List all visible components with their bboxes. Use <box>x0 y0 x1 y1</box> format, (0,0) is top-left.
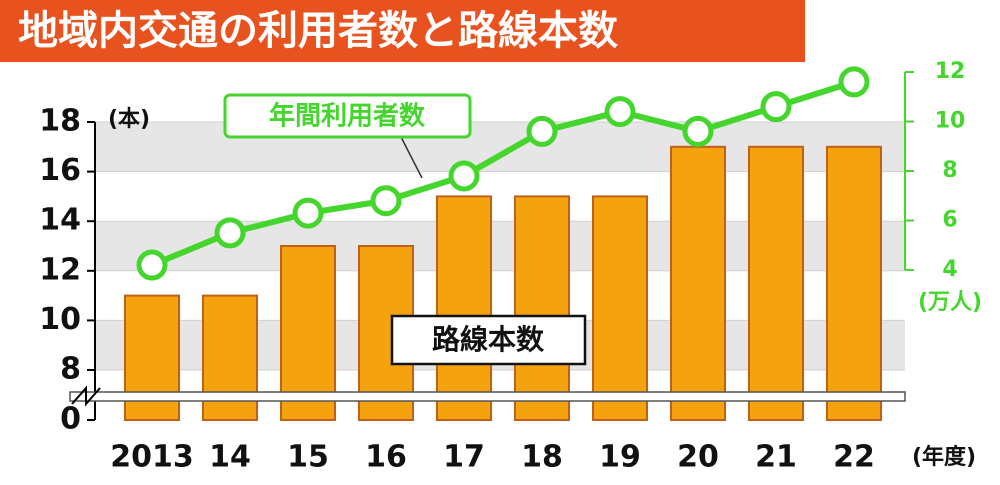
axis-break-mark <box>71 385 101 407</box>
callout <box>399 134 423 179</box>
x-tick-label: 2013 <box>110 440 194 475</box>
x-tick-label: 18 <box>521 440 563 475</box>
x-tick-label: 16 <box>365 440 407 475</box>
line <box>150 79 855 268</box>
chart-title: 地域内交通の利用者数と路線本数 <box>18 8 618 54</box>
y-tick-label: 10 <box>39 302 81 337</box>
line-point <box>292 197 324 229</box>
line-point <box>136 249 168 281</box>
y2-tick-label: 10 <box>935 109 966 134</box>
series-label: 年間利用者数 <box>269 101 426 132</box>
line-point <box>760 91 792 123</box>
x-tick-label: 15 <box>287 440 329 475</box>
axis-break <box>69 391 906 402</box>
y2-tick-label: 8 <box>942 158 957 183</box>
line-point <box>682 115 714 147</box>
bar <box>826 145 882 422</box>
line-point <box>370 185 402 217</box>
y2-tick-label: 6 <box>942 208 957 233</box>
y-tick-label: 18 <box>39 104 81 139</box>
y-tick-label: 12 <box>39 252 81 287</box>
x-tick-label: 21 <box>755 440 797 475</box>
title-banner <box>0 0 805 62</box>
line-point <box>448 160 480 192</box>
x-tick-label: 22 <box>833 440 875 475</box>
y-tick-label: 0 <box>60 402 81 437</box>
series-label-box <box>390 314 587 366</box>
series-label: 路線本数 <box>432 323 545 356</box>
series-label-box <box>223 93 472 139</box>
bar <box>670 145 726 422</box>
x-tick-label: 17 <box>443 440 485 475</box>
x-tick-label: 14 <box>209 440 251 475</box>
bar <box>748 145 804 422</box>
y2-tick-label: 12 <box>935 59 966 84</box>
y-unit: (本) <box>108 107 150 132</box>
bar <box>436 195 492 421</box>
line-point <box>604 96 636 128</box>
x-unit: (年度) <box>912 444 976 470</box>
line-point <box>214 217 246 249</box>
bar <box>514 195 570 421</box>
y2-tick-label: 4 <box>942 257 957 282</box>
bar <box>592 195 648 421</box>
line-point <box>838 66 870 98</box>
y-tick-label: 16 <box>39 153 81 188</box>
line-point <box>526 115 558 147</box>
x-tick-label: 19 <box>599 440 641 475</box>
bar <box>280 245 336 421</box>
y-tick-label: 14 <box>39 203 81 238</box>
x-tick-label: 20 <box>677 440 719 475</box>
y-tick-label: 8 <box>60 352 81 387</box>
y2-unit: (万人) <box>918 290 982 315</box>
